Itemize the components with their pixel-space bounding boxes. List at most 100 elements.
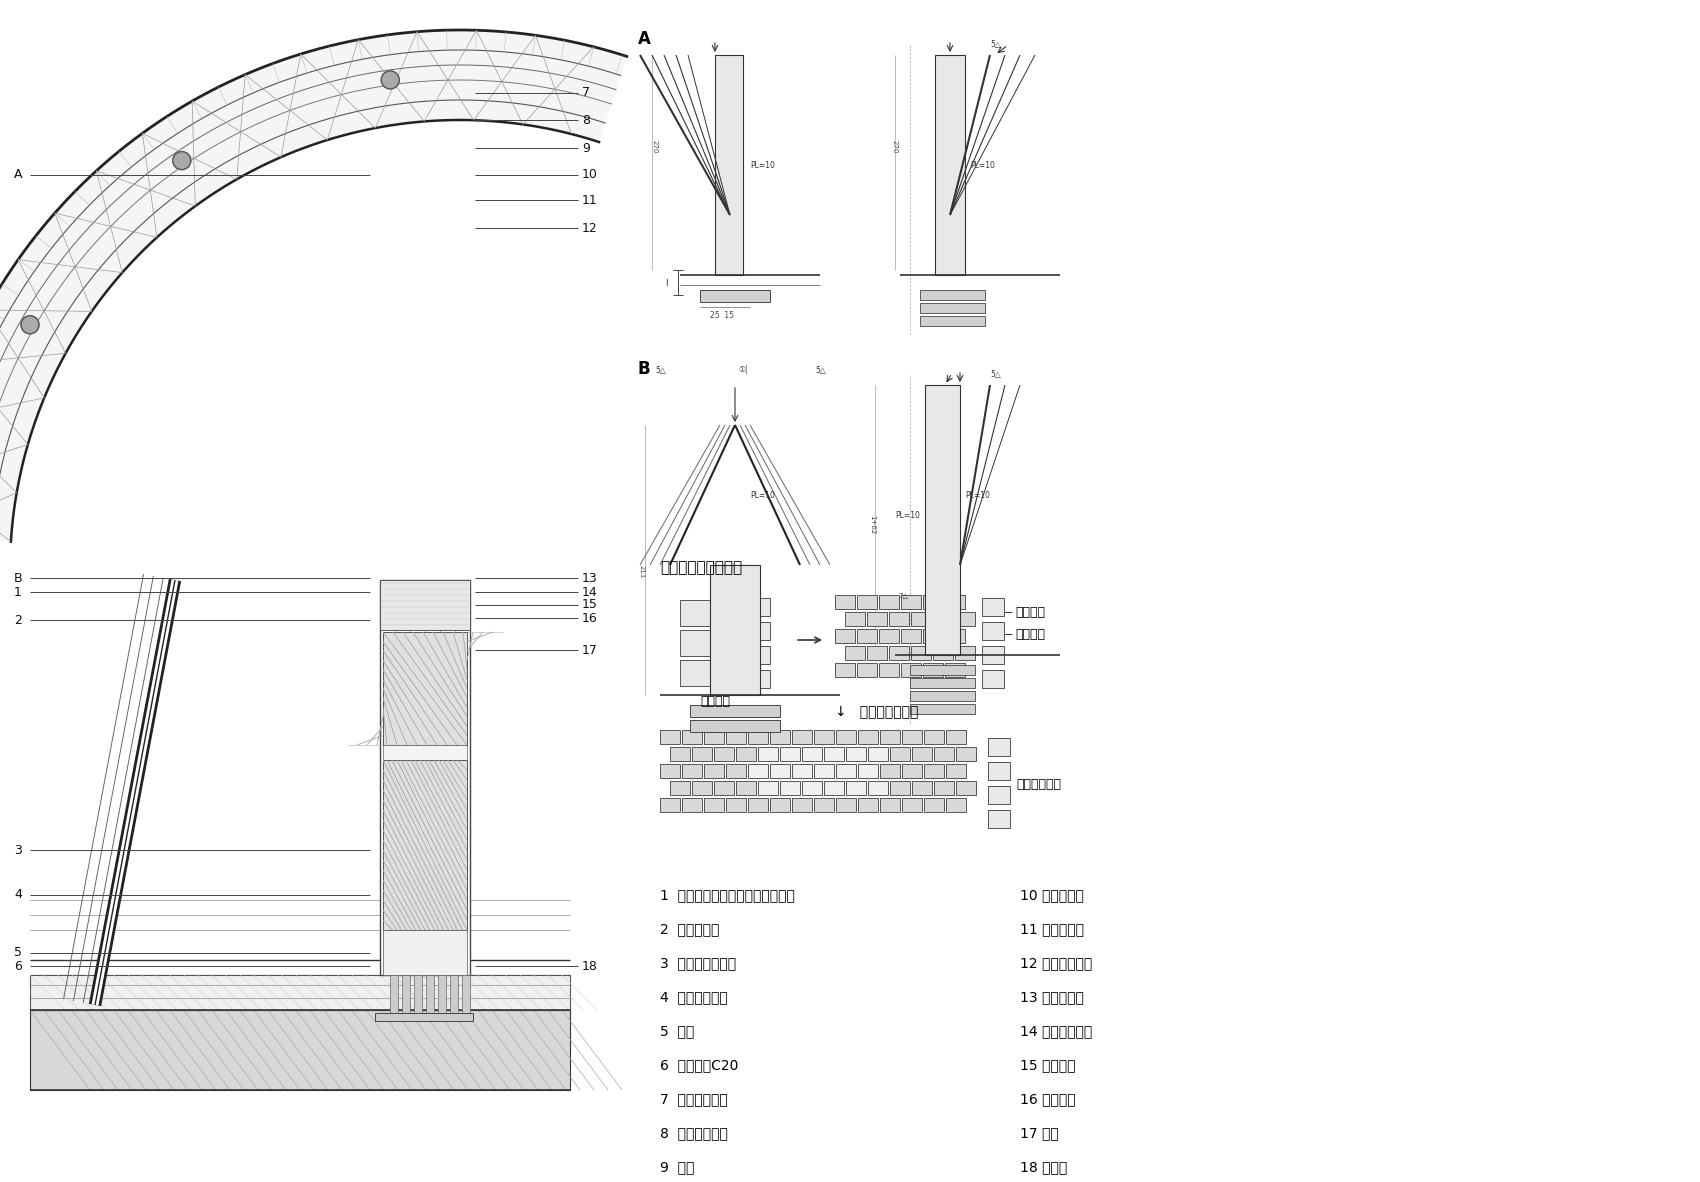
Bar bbox=[857, 595, 877, 609]
Bar bbox=[690, 720, 780, 732]
Text: 5△: 5△ bbox=[989, 370, 1001, 379]
Text: 18: 18 bbox=[581, 960, 598, 973]
Bar bbox=[780, 747, 801, 761]
Bar bbox=[867, 612, 887, 626]
Bar bbox=[933, 647, 954, 660]
Text: 9: 9 bbox=[581, 142, 590, 155]
Bar bbox=[376, 1013, 473, 1021]
Text: 270: 270 bbox=[653, 139, 658, 154]
Bar bbox=[911, 647, 932, 660]
Text: ↓   开门窗洞口处理: ↓ 开门窗洞口处理 bbox=[835, 704, 918, 719]
Text: 14 岩棉保温材料: 14 岩棉保温材料 bbox=[1020, 1024, 1091, 1038]
Bar bbox=[748, 730, 768, 743]
Bar bbox=[31, 975, 570, 1009]
Bar bbox=[955, 781, 976, 795]
Bar bbox=[758, 781, 779, 795]
Bar bbox=[879, 595, 899, 609]
Bar bbox=[714, 747, 734, 761]
Text: 15: 15 bbox=[581, 598, 598, 611]
Text: 17 草砖: 17 草砖 bbox=[1020, 1126, 1059, 1139]
Text: 7  压型铝合金板: 7 压型铝合金板 bbox=[660, 1092, 728, 1106]
Bar bbox=[682, 798, 702, 812]
Text: 7: 7 bbox=[581, 86, 590, 99]
Text: 9  木樾: 9 木樾 bbox=[660, 1160, 694, 1174]
Text: PL=10: PL=10 bbox=[971, 161, 994, 169]
Bar bbox=[933, 781, 954, 795]
Bar bbox=[847, 781, 865, 795]
Bar bbox=[814, 764, 835, 778]
Text: 1+62: 1+62 bbox=[869, 515, 876, 534]
Bar bbox=[857, 663, 877, 677]
Bar bbox=[792, 764, 813, 778]
Bar bbox=[382, 745, 468, 760]
Text: 秸秆砖墙体施工方法: 秸秆砖墙体施工方法 bbox=[660, 560, 743, 576]
Bar bbox=[748, 598, 770, 616]
Bar bbox=[748, 764, 768, 778]
Text: PL=10: PL=10 bbox=[750, 161, 775, 169]
Bar bbox=[711, 565, 760, 695]
Bar bbox=[814, 730, 835, 743]
Bar bbox=[857, 629, 877, 643]
Text: 钙筋拉杆: 钙筋拉杆 bbox=[1015, 628, 1046, 641]
Bar bbox=[911, 747, 932, 761]
Bar bbox=[758, 747, 779, 761]
Bar bbox=[869, 747, 887, 761]
Bar bbox=[415, 975, 422, 1015]
Text: 12 透明防火涂料: 12 透明防火涂料 bbox=[1020, 956, 1091, 970]
Bar bbox=[945, 663, 966, 677]
Bar bbox=[770, 798, 790, 812]
Bar bbox=[692, 747, 712, 761]
Text: 6: 6 bbox=[14, 960, 22, 973]
Bar bbox=[401, 975, 410, 1015]
Text: 14: 14 bbox=[581, 585, 598, 598]
Text: 2: 2 bbox=[14, 613, 22, 626]
Bar bbox=[910, 704, 976, 714]
Bar bbox=[670, 781, 690, 795]
Bar bbox=[869, 781, 887, 795]
Bar bbox=[983, 647, 1005, 664]
Text: 形成一面墙体: 形成一面墙体 bbox=[1017, 779, 1061, 792]
Text: 5  护栏: 5 护栏 bbox=[660, 1024, 694, 1038]
Bar bbox=[748, 622, 770, 639]
Bar bbox=[858, 798, 877, 812]
Text: 12: 12 bbox=[581, 221, 598, 234]
Bar bbox=[920, 316, 984, 326]
Bar bbox=[925, 730, 944, 743]
Bar bbox=[726, 798, 746, 812]
Bar bbox=[680, 660, 738, 686]
Bar bbox=[682, 730, 702, 743]
Bar bbox=[903, 730, 921, 743]
Text: A: A bbox=[14, 169, 22, 182]
Text: ①|: ①| bbox=[738, 365, 748, 375]
Circle shape bbox=[173, 151, 190, 169]
Bar bbox=[925, 798, 944, 812]
Bar bbox=[824, 781, 843, 795]
Bar bbox=[858, 730, 877, 743]
Text: 25  15: 25 15 bbox=[711, 311, 734, 319]
Text: 18 木地板: 18 木地板 bbox=[1020, 1160, 1068, 1174]
Bar bbox=[933, 612, 954, 626]
Text: 10: 10 bbox=[581, 169, 598, 182]
Bar bbox=[716, 56, 743, 275]
Bar bbox=[867, 647, 887, 660]
Bar bbox=[704, 730, 724, 743]
Text: A: A bbox=[638, 30, 651, 48]
Text: 5: 5 bbox=[14, 947, 22, 960]
Bar bbox=[988, 738, 1010, 756]
Bar bbox=[925, 385, 960, 655]
Bar bbox=[988, 786, 1010, 804]
Bar bbox=[923, 663, 944, 677]
Bar bbox=[439, 975, 445, 1015]
Bar bbox=[704, 798, 724, 812]
Bar bbox=[836, 764, 857, 778]
Polygon shape bbox=[31, 1009, 570, 1090]
Text: PL=10: PL=10 bbox=[894, 511, 920, 520]
Bar bbox=[835, 629, 855, 643]
Text: 4: 4 bbox=[14, 889, 22, 902]
Bar bbox=[690, 704, 780, 717]
Bar bbox=[682, 764, 702, 778]
Bar bbox=[933, 747, 954, 761]
Text: 15 油松木板: 15 油松木板 bbox=[1020, 1058, 1076, 1072]
Bar bbox=[945, 798, 966, 812]
Text: 8: 8 bbox=[581, 113, 590, 126]
